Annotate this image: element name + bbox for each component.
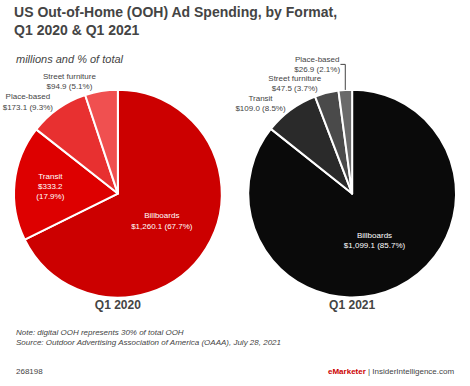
svg-text:Q1 2021: Q1 2021 [329,298,375,312]
svg-text:eMarketer | InsiderIntelligenc: eMarketer | InsiderIntelligence.com [328,367,454,376]
svg-text:Street furniture$94.9 (5.1%): Street furniture$94.9 (5.1%) [43,72,96,91]
svg-text:Billboards$1,260.1 (67.7%): Billboards$1,260.1 (67.7%) [131,211,193,230]
svg-text:Transit$333.2(17.9%): Transit$333.2(17.9%) [36,172,64,202]
svg-text:US Out-of-Home (OOH) Ad Spendi: US Out-of-Home (OOH) Ad Spending, by For… [14,4,337,38]
svg-text:Transit$109.0 (8.5%): Transit$109.0 (8.5%) [235,94,286,113]
svg-text:millions and % of total: millions and % of total [16,53,124,65]
svg-text:Place-based$173.1 (9.3%): Place-based$173.1 (9.3%) [3,92,54,111]
svg-text:Street furniture$47.5 (3.7%): Street furniture$47.5 (3.7%) [268,74,321,93]
svg-text:Note: digital OOH represents 3: Note: digital OOH represents 30% of tota… [16,328,281,347]
svg-text:Q1 2020: Q1 2020 [95,298,141,312]
svg-text:Place-based$26.9 (2.1%): Place-based$26.9 (2.1%) [294,55,340,74]
svg-text:Billboards$1,099.1 (85.7%): Billboards$1,099.1 (85.7%) [344,231,406,250]
svg-text:268198: 268198 [16,367,43,376]
